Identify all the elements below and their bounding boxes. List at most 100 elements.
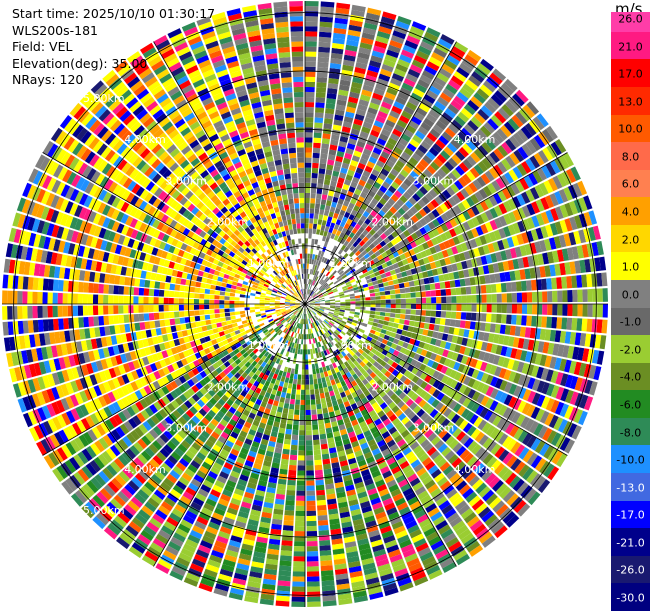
velocity-gate (391, 304, 396, 308)
velocity-gate (58, 318, 64, 329)
velocity-gate (316, 229, 320, 235)
velocity-gate (12, 291, 17, 304)
velocity-gate (113, 315, 119, 324)
velocity-gate (312, 364, 315, 369)
velocity-gate (305, 370, 308, 375)
velocity-gate (384, 317, 390, 322)
velocity-gate (78, 317, 84, 327)
velocity-gate (305, 127, 313, 132)
velocity-gate (281, 376, 286, 382)
velocity-gate (303, 309, 304, 314)
velocity-gate (314, 239, 318, 244)
velocity-gate (134, 323, 140, 331)
velocity-gate (355, 298, 360, 301)
velocity-gate (389, 285, 395, 290)
velocity-gate (320, 22, 333, 28)
velocity-gate (296, 389, 300, 394)
velocity-gate (284, 367, 288, 373)
velocity-gate (301, 390, 305, 395)
velocity-gate (164, 305, 169, 311)
velocity-gate (305, 158, 312, 163)
velocity-gate (289, 465, 297, 471)
velocity-gate (315, 305, 320, 306)
velocity-gate (542, 304, 547, 315)
velocity-gate (22, 306, 27, 319)
velocity-gate (285, 377, 290, 383)
velocity-gate (326, 381, 331, 387)
velocity-gate (225, 312, 230, 316)
velocity-gate (305, 147, 312, 152)
velocity-gate (298, 450, 305, 455)
velocity-gate (325, 392, 330, 398)
velocity-gate (2, 275, 8, 289)
velocity-gate (425, 317, 431, 323)
velocity-gate (2, 290, 7, 304)
velocity-gate (260, 297, 265, 300)
velocity-gate (431, 304, 436, 310)
velocity-gate (53, 279, 59, 291)
velocity-gate (144, 288, 150, 296)
velocity-gate (306, 470, 314, 475)
velocity-gate (482, 304, 487, 312)
velocity-gate (435, 318, 441, 325)
velocity-gate (306, 460, 313, 465)
velocity-gate (108, 285, 114, 294)
velocity-gate (159, 320, 165, 327)
velocity-gate (318, 515, 328, 521)
velocity-gate (321, 143, 329, 149)
velocity-gate (33, 320, 39, 333)
velocity-gate (326, 200, 332, 206)
velocity-gate (235, 311, 240, 315)
velocity-gate (305, 349, 307, 354)
velocity-gate (309, 218, 313, 223)
velocity-gate (306, 279, 307, 284)
velocity-gate (426, 291, 431, 297)
velocity-gate (307, 264, 309, 269)
velocity-gate (461, 312, 467, 320)
velocity-gate (471, 313, 477, 321)
velocity-gate (318, 219, 323, 225)
velocity-gate (399, 319, 405, 324)
velocity-gate (260, 306, 265, 308)
velocity-gate (307, 551, 318, 556)
velocity-gate (330, 299, 335, 301)
velocity-gate (305, 188, 310, 193)
velocity-gate (214, 305, 219, 309)
velocity-gate (290, 399, 295, 405)
velocity-gate (209, 295, 214, 300)
velocity-gate (317, 378, 321, 384)
velocity-gate (460, 320, 466, 328)
velocity-gate (284, 515, 294, 521)
velocity-gate (313, 138, 321, 144)
velocity-gate (304, 314, 305, 319)
velocity-gate (285, 434, 292, 440)
velocity-gate (179, 285, 185, 291)
velocity-gate (103, 284, 109, 293)
velocity-gate (374, 315, 380, 319)
velocity-gate (265, 306, 270, 308)
velocity-gate (298, 344, 301, 349)
velocity-gate (440, 282, 446, 289)
velocity-gate (179, 305, 184, 311)
velocity-gate (492, 304, 497, 313)
velocity-gate (294, 353, 297, 358)
velocity-gate (441, 289, 447, 296)
velocity-gate (306, 445, 313, 450)
velocity-gate (532, 304, 537, 314)
velocity-gate (300, 410, 305, 415)
velocity-gate (355, 307, 360, 310)
velocity-gate (294, 551, 305, 556)
velocity-gate (38, 278, 44, 290)
velocity-gate (313, 430, 319, 436)
velocity-gate (200, 321, 206, 327)
velocity-gate (78, 306, 83, 316)
velocity-gate (354, 312, 359, 315)
velocity-gate (295, 405, 300, 410)
velocity-gate (385, 312, 390, 316)
velocity-gate (390, 294, 395, 298)
velocity-gate (522, 304, 527, 314)
velocity-gate (215, 314, 221, 319)
velocity-gate (502, 293, 507, 302)
velocity-gate (306, 395, 310, 400)
velocity-gate (210, 314, 216, 319)
